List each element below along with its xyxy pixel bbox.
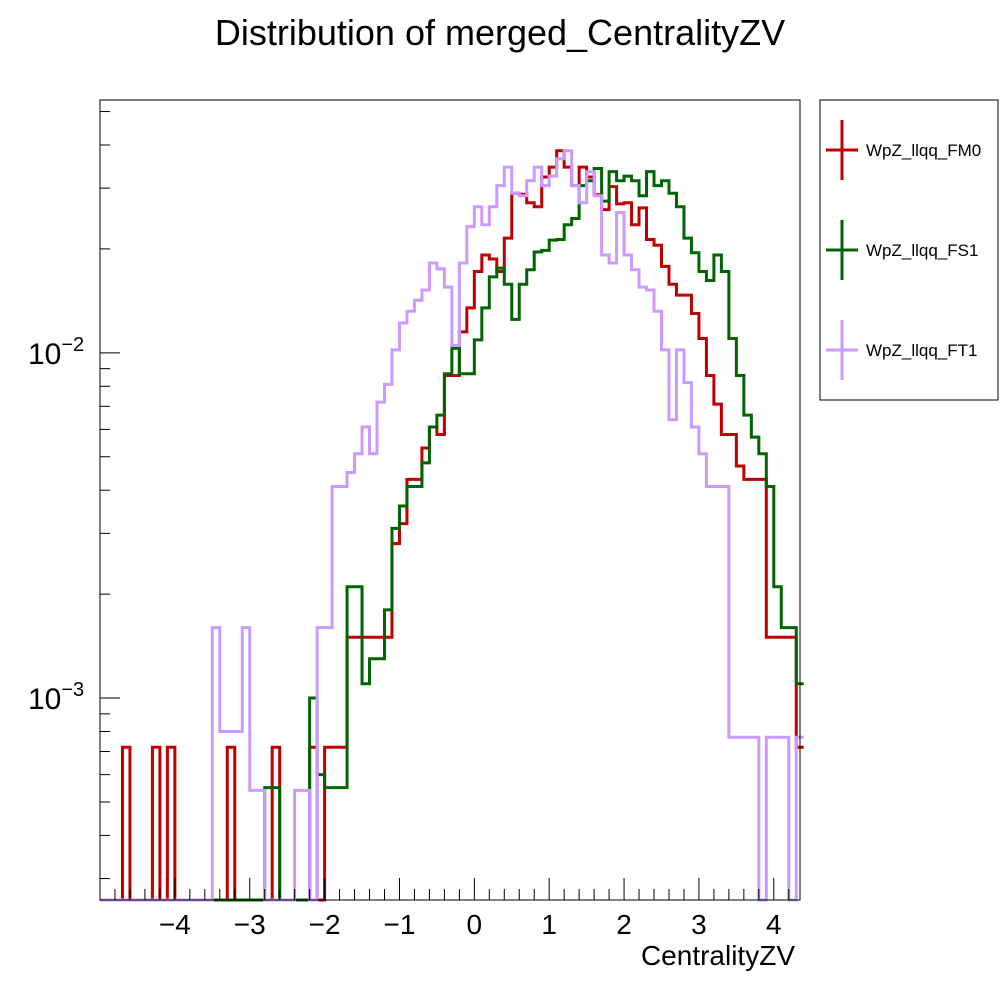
legend-label: WpZ_llqq_FT1 (866, 341, 977, 360)
plot-frame (99, 99, 801, 901)
x-tick-label: 4 (766, 909, 782, 940)
histogram-series (100, 149, 804, 902)
x-tick-label: −3 (234, 909, 266, 940)
legend-entry: WpZ_llqq_FM0 (826, 120, 981, 180)
y-tick-label: 10−2 (28, 334, 84, 371)
series-WpZ_llqq_FM0 (100, 149, 804, 902)
x-tick-label: −1 (383, 909, 415, 940)
x-tick-label: 1 (541, 909, 557, 940)
y-tick-label: 10−3 (28, 679, 84, 716)
x-tick-label: −2 (309, 909, 341, 940)
x-tick-label: 2 (616, 909, 632, 940)
x-tick-label: −4 (159, 909, 191, 940)
series-WpZ_llqq_FT1 (100, 149, 804, 902)
legend: WpZ_llqq_FM0 WpZ_llqq_FS1 WpZ_llqq_FT1 (819, 99, 999, 401)
x-tick-label: 3 (691, 909, 707, 940)
tick-marks (100, 111, 790, 900)
chart-title: Distribution of merged_CentralityZV (214, 12, 786, 53)
tick-labels: −4 −3 −2 −1 0 1 2 3 4 10−2 10−3 (28, 334, 782, 940)
legend-label: WpZ_llqq_FS1 (866, 241, 978, 260)
series-line-2 (100, 149, 804, 902)
legend-label: WpZ_llqq_FM0 (866, 141, 981, 160)
x-tick-label: 0 (467, 909, 483, 940)
legend-entry: WpZ_llqq_FT1 (826, 320, 977, 380)
series-line-0 (100, 149, 804, 902)
x-axis-label: CentralityZV (641, 940, 795, 971)
series-line-1 (100, 166, 804, 902)
legend-entry: WpZ_llqq_FS1 (826, 220, 978, 280)
series-WpZ_llqq_FS1 (100, 166, 804, 902)
